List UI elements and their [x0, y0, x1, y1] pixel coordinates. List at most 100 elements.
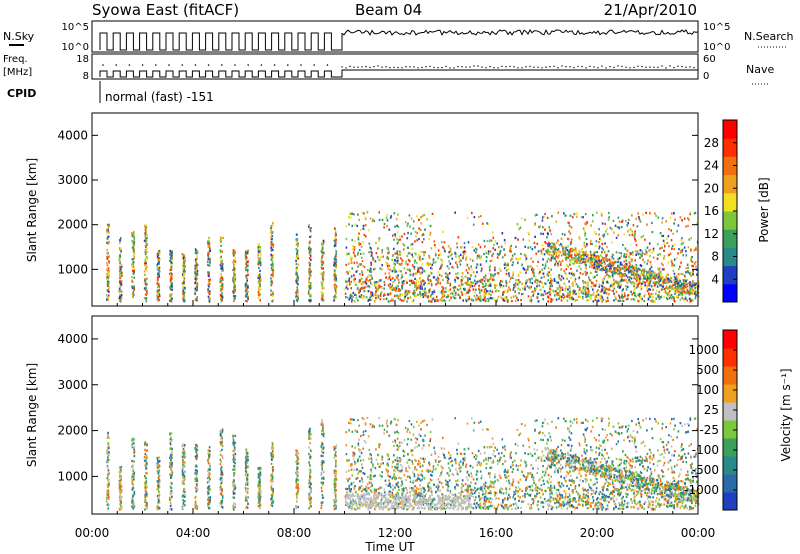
scatter-cell: [414, 283, 416, 286]
scatter-cell: [634, 250, 637, 253]
scatter-cell: [565, 295, 568, 298]
scatter-cell: [119, 239, 121, 242]
scatter-cell: [681, 219, 683, 222]
scatter-cell: [644, 238, 646, 241]
scatter-cell: [573, 212, 576, 216]
scatter-cell: [207, 271, 209, 274]
scatter-cell: [550, 268, 552, 271]
scatter-cell: [635, 244, 638, 247]
scatter-cell: [449, 250, 452, 253]
scatter-cell: [499, 281, 501, 285]
scatter-cell: [432, 261, 435, 264]
scatter-cell: [507, 262, 509, 265]
scatter-cell: [308, 282, 310, 285]
scatter-cell: [537, 260, 539, 263]
scatter-cell: [440, 275, 443, 278]
scatter-cell: [672, 287, 674, 290]
scatter-cell: [157, 291, 160, 294]
scatter-cell: [416, 215, 418, 218]
scatter-cell: [437, 299, 439, 302]
scatter-cell: [573, 263, 575, 266]
scatter-cell: [589, 296, 592, 299]
scatter-cell: [671, 263, 674, 266]
scatter-cell: [570, 249, 572, 252]
scatter-cell: [685, 267, 687, 270]
scatter-cell: [603, 261, 606, 264]
scatter-cell: [648, 288, 650, 291]
scatter-cell: [310, 293, 312, 296]
scatter-cell: [564, 253, 567, 257]
scatter-cell: [658, 274, 660, 277]
scatter-cell: [680, 286, 683, 289]
scatter-cell: [623, 255, 625, 258]
scatter-cell: [481, 267, 483, 270]
scatter-cell: [696, 291, 698, 294]
scatter-cell: [296, 245, 299, 248]
scatter-cell: [181, 253, 184, 256]
scatter-cell: [455, 291, 457, 294]
scatter-cell: [131, 280, 134, 283]
scatter-cell: [220, 259, 222, 263]
scatter-cell: [443, 299, 445, 302]
scatter-cell: [601, 296, 604, 299]
scatter-cell: [401, 259, 404, 262]
scatter-cell: [624, 247, 627, 250]
scatter-cell: [507, 267, 510, 271]
scatter-cell: [505, 282, 508, 285]
scatter-cell: [648, 242, 651, 245]
scatter-cell: [170, 282, 173, 285]
scatter-cell: [309, 257, 311, 260]
scatter-cell: [519, 257, 522, 260]
scatter-cell: [615, 290, 618, 293]
scatter-cell: [567, 293, 570, 297]
scatter-cell: [585, 250, 587, 253]
scatter-cell: [270, 263, 272, 266]
scatter-cell: [368, 274, 371, 277]
scatter-cell: [575, 259, 578, 262]
scatter-cell: [404, 290, 407, 293]
scatter-cell: [245, 282, 248, 285]
scatter-cell: [397, 274, 399, 277]
scatter-cell: [616, 273, 619, 276]
scatter-cell: [171, 251, 173, 254]
scatter-cell: [569, 292, 571, 295]
scatter-cell: [309, 294, 311, 297]
scatter-cell: [383, 281, 386, 284]
scatter-cell: [220, 298, 223, 301]
scatter-cell: [472, 288, 475, 291]
scatter-cell: [475, 297, 477, 300]
scatter-cell: [587, 290, 590, 293]
scatter-cell: [599, 294, 602, 297]
scatter-cell: [409, 296, 412, 299]
scatter-cell: [157, 253, 160, 256]
scatter-cell: [579, 255, 582, 258]
scatter-cell: [640, 269, 643, 272]
scatter-cell: [555, 298, 558, 301]
scatter-cell: [601, 247, 603, 250]
scatter-cell: [441, 263, 443, 266]
scatter-cell: [653, 276, 655, 279]
nave-label: Nave: [746, 63, 774, 76]
scatter-cell: [309, 268, 311, 271]
scatter-cell: [244, 295, 247, 298]
scatter-cell: [609, 266, 611, 269]
scatter-cell: [649, 254, 651, 258]
scatter-cell: [221, 277, 224, 280]
scatter-cell: [643, 295, 646, 298]
scatter-cell: [473, 249, 476, 252]
scatter-cell: [371, 220, 374, 223]
scatter-cell: [618, 226, 620, 229]
scatter-cell: [657, 273, 660, 276]
scatter-cell: [157, 289, 160, 292]
scatter-cell: [358, 263, 361, 266]
scatter-cell: [652, 288, 654, 291]
scatter-cell: [485, 260, 488, 263]
scatter-cell: [196, 283, 199, 286]
scatter-cell: [370, 291, 372, 294]
scatter-cell: [624, 268, 627, 271]
scatter-cell: [678, 293, 680, 296]
scatter-cell: [500, 284, 503, 287]
scatter-cell: [333, 264, 335, 267]
scatter-cell: [545, 249, 547, 253]
scatter-cell: [622, 267, 624, 270]
